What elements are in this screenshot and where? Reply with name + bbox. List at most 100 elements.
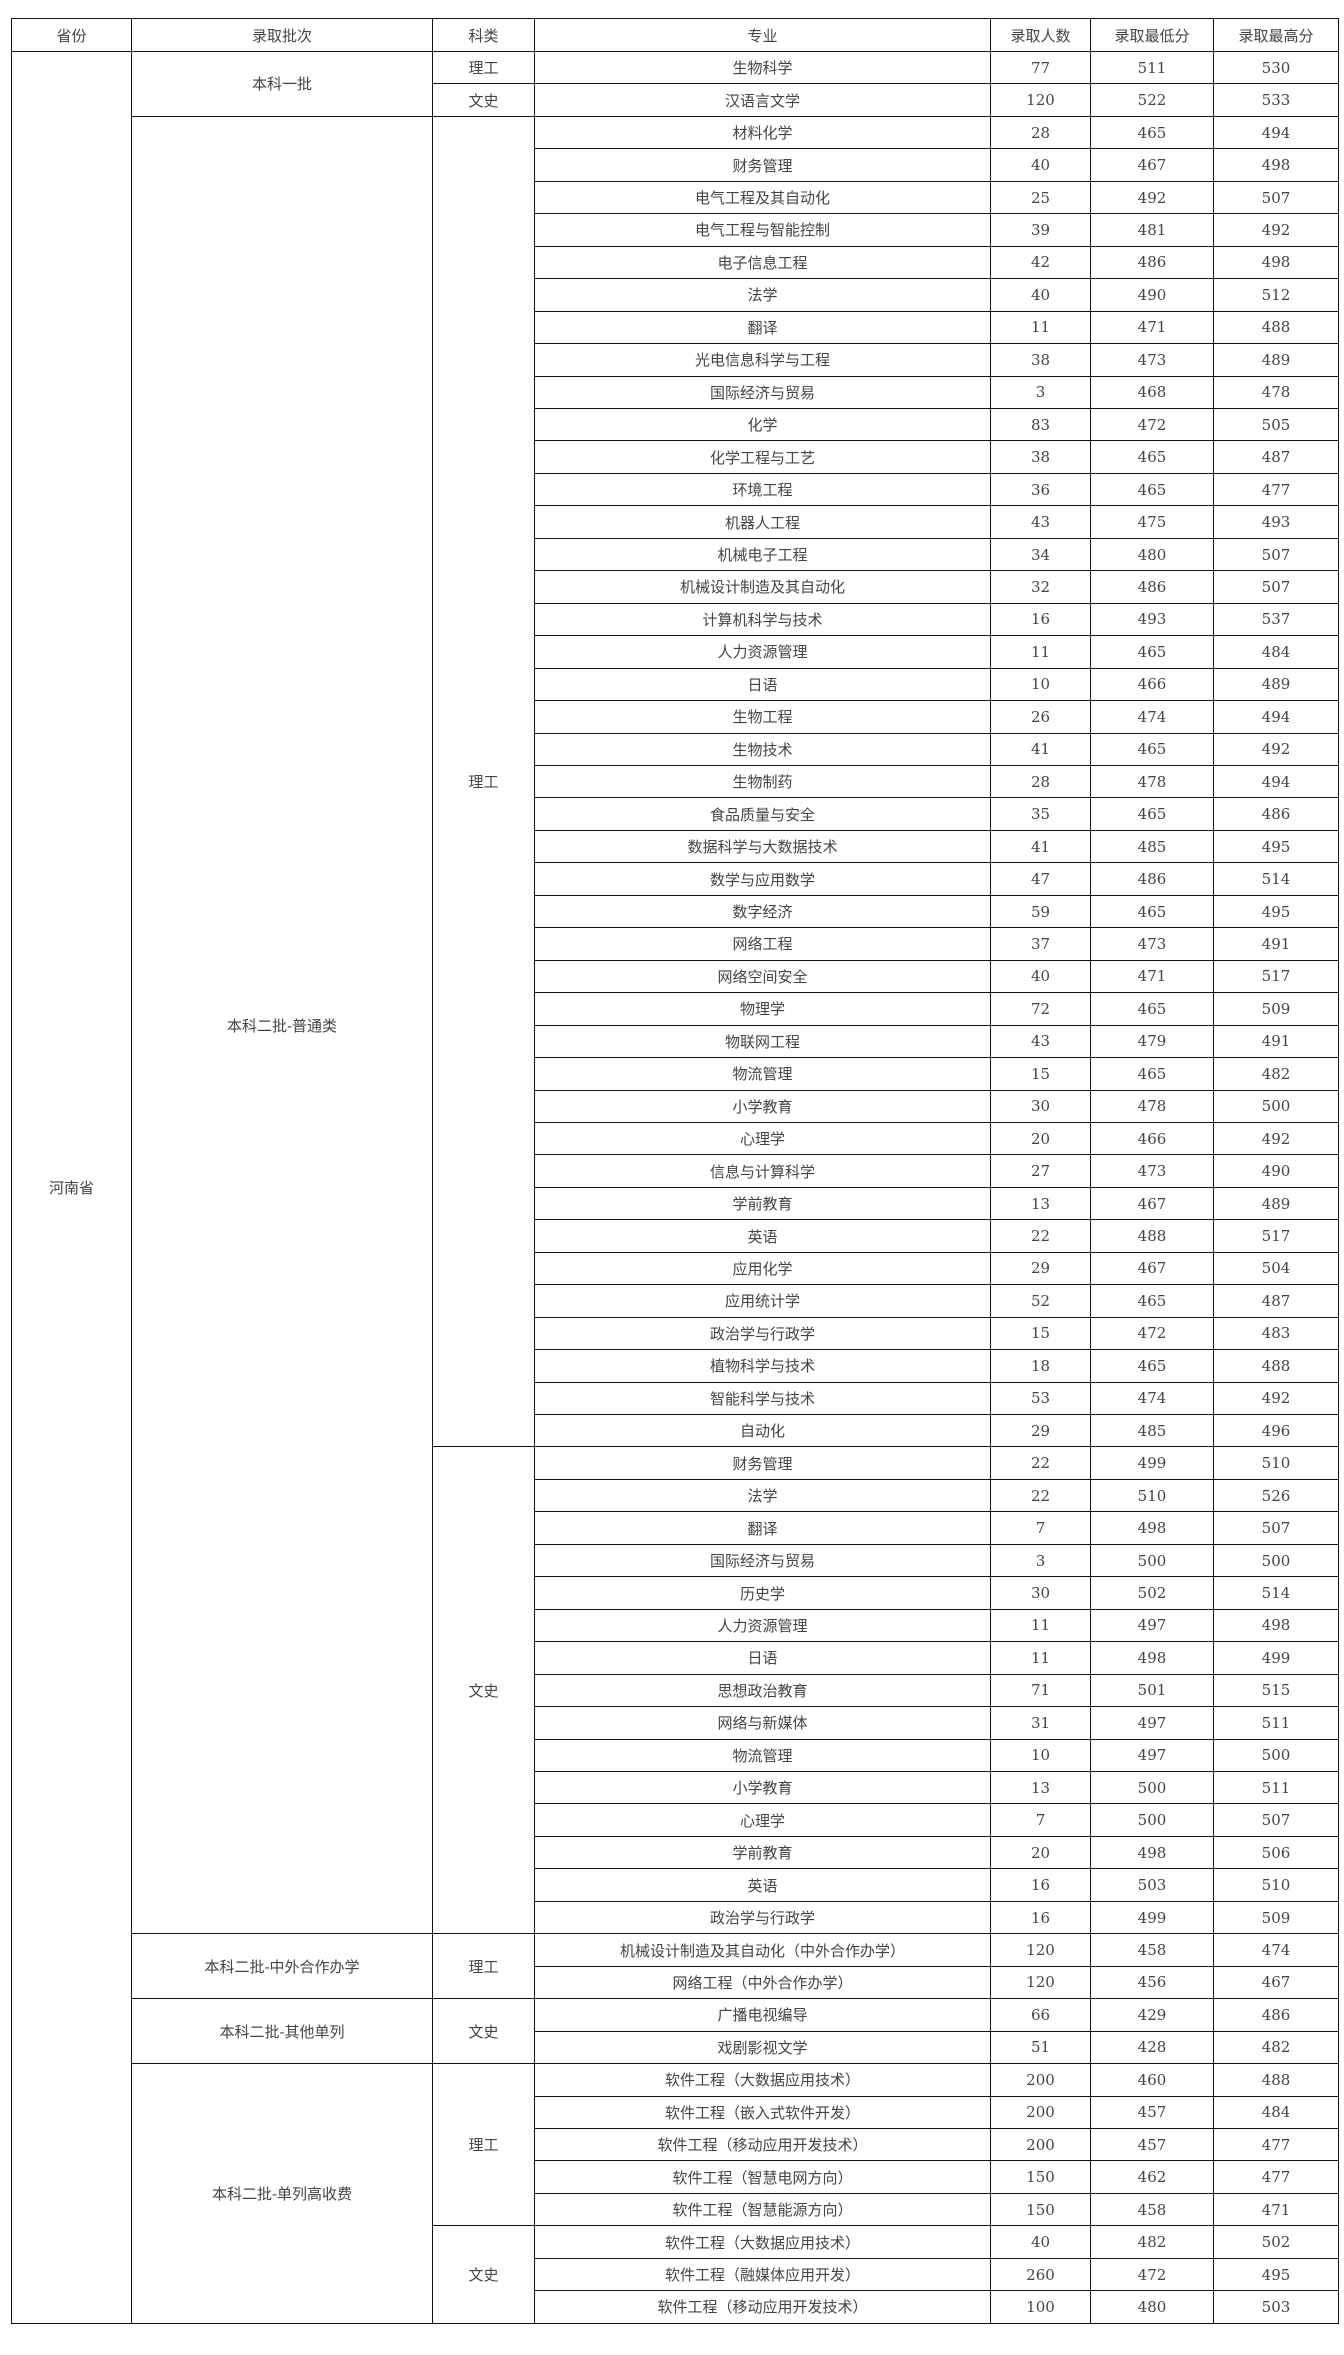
count-cell: 40: [990, 278, 1091, 312]
max-score-cell: 474: [1213, 1933, 1339, 1967]
header-row: 省份 录取批次 科类 专业 录取人数 录取最低分 录取最高分: [11, 18, 1339, 52]
count-cell: 22: [990, 1478, 1091, 1513]
count-cell: 43: [990, 1024, 1091, 1059]
min-score-cell: 471: [1090, 959, 1214, 994]
max-score-cell: 486: [1213, 797, 1339, 831]
major-cell: 信息与计算科学: [534, 1154, 991, 1188]
major-cell: 环境工程: [534, 472, 991, 507]
table-row: 软件工程（移动应用开发技术） 200 457 477: [12, 2127, 1339, 2162]
min-score-cell: 465: [1090, 1057, 1214, 1091]
major-cell: 网络工程: [534, 927, 991, 961]
major-cell: 软件工程（嵌入式软件开发）: [534, 2095, 991, 2130]
max-score-cell: 517: [1213, 1219, 1339, 1253]
count-cell: 3: [990, 1543, 1091, 1578]
table-row: 本科二批-其他单列 文史 广播电视编导 66 429 486: [12, 1998, 1339, 2065]
table-body: 河南省 本科一批 理工 生物科学 77 511 530 文史 汉语言文学 120 522 533 本科二…: [11, 50, 1339, 2324]
max-score-cell: 488: [1213, 310, 1339, 345]
min-score-cell: 500: [1090, 1803, 1214, 1837]
major-cell: 政治学与行政学: [534, 1316, 991, 1351]
count-cell: 36: [990, 472, 1091, 507]
major-cell: 化学工程与工艺: [534, 440, 991, 474]
major-cell: 物流管理: [534, 1057, 991, 1091]
table-row: 电气工程及其自动化 25 492 507: [12, 180, 1339, 215]
min-score-cell: 460: [1090, 2063, 1214, 2097]
count-cell: 15: [990, 1316, 1091, 1351]
min-score-cell: 510: [1090, 1478, 1214, 1513]
min-score-cell: 467: [1090, 1251, 1214, 1286]
count-cell: 15: [990, 1057, 1091, 1091]
max-score-cell: 471: [1213, 2192, 1339, 2227]
count-cell: 11: [990, 1608, 1091, 1643]
major-cell: 电气工程及其自动化: [534, 180, 991, 215]
max-score-cell: 510: [1213, 1868, 1339, 1902]
min-score-cell: 482: [1090, 2225, 1214, 2259]
major-cell: 生物工程: [534, 700, 991, 734]
major-cell: 电子信息工程: [534, 245, 991, 280]
category-cell: 文史: [432, 2225, 535, 2324]
min-score-cell: 498: [1090, 1511, 1214, 1545]
count-cell: 18: [990, 1349, 1091, 1383]
table-row: 电子信息工程 42 486 498: [12, 245, 1339, 280]
max-score-cell: 530: [1213, 50, 1339, 85]
major-cell: 食品质量与安全: [534, 797, 991, 831]
major-cell: 学前教育: [534, 1186, 991, 1221]
table-row: 智能科学与技术 53 474 492: [12, 1381, 1339, 1416]
table-row: 化学 83 472 505: [12, 407, 1339, 442]
min-score-cell: 498: [1090, 1835, 1214, 1870]
major-cell: 生物制药: [534, 764, 991, 799]
count-cell: 52: [990, 1284, 1091, 1318]
count-cell: 51: [990, 2030, 1091, 2065]
major-cell: 法学: [534, 1478, 991, 1513]
count-cell: 200: [990, 2063, 1091, 2097]
max-score-cell: 502: [1213, 2225, 1339, 2259]
table-row: 小学教育 13 500 511: [12, 1771, 1339, 1805]
min-score-cell: 473: [1090, 343, 1214, 377]
max-score-cell: 537: [1213, 602, 1339, 637]
table-row: 国际经济与贸易 3 500 500: [12, 1543, 1339, 1578]
table-row: 物流管理 15 465 482: [12, 1057, 1339, 1091]
count-cell: 31: [990, 1706, 1091, 1740]
table-row: 植物科学与技术 18 465 488: [12, 1349, 1339, 1383]
major-cell: 小学教育: [534, 1089, 991, 1123]
table-row: 物理学 72 465 509: [12, 992, 1339, 1026]
count-cell: 41: [990, 732, 1091, 766]
min-score-cell: 466: [1090, 667, 1214, 702]
count-cell: 42: [990, 245, 1091, 280]
major-cell: 智能科学与技术: [534, 1381, 991, 1416]
province-cell: 河南省: [11, 51, 132, 2324]
max-score-cell: 483: [1213, 1316, 1339, 1351]
max-score-cell: 496: [1213, 1414, 1339, 1448]
count-cell: 100: [990, 2290, 1091, 2324]
batch-cell: 本科二批-单列高收费: [131, 2063, 433, 2324]
count-cell: 35: [990, 797, 1091, 831]
major-cell: 汉语言文学: [534, 83, 991, 117]
count-cell: 66: [990, 1998, 1091, 2032]
major-cell: 物联网工程: [534, 1024, 991, 1059]
major-cell: 国际经济与贸易: [534, 375, 991, 409]
min-score-cell: 499: [1090, 1446, 1214, 1480]
major-cell: 数字经济: [534, 894, 991, 929]
major-cell: 历史学: [534, 1576, 991, 1610]
max-score-cell: 509: [1213, 1900, 1339, 1935]
major-cell: 英语: [534, 1868, 991, 1902]
count-cell: 47: [990, 862, 1091, 896]
table-row: 本科二批-普通类 理工 材料化学 28 465 494: [12, 115, 1339, 1935]
min-score-cell: 472: [1090, 407, 1214, 442]
max-score-cell: 492: [1213, 732, 1339, 766]
count-cell: 7: [990, 1511, 1091, 1545]
batch-cell: 本科二批-普通类: [131, 115, 433, 1935]
max-score-cell: 492: [1213, 1121, 1339, 1156]
max-score-cell: 507: [1213, 1511, 1339, 1545]
major-cell: 小学教育: [534, 1771, 991, 1805]
min-score-cell: 473: [1090, 1154, 1214, 1188]
major-cell: 材料化学: [534, 115, 991, 150]
table-row: 物联网工程 43 479 491: [12, 1024, 1339, 1059]
max-score-cell: 494: [1213, 700, 1339, 734]
major-cell: 物流管理: [534, 1738, 991, 1773]
major-cell: 国际经济与贸易: [534, 1543, 991, 1578]
count-cell: 30: [990, 1089, 1091, 1123]
max-score-cell: 507: [1213, 537, 1339, 572]
count-cell: 16: [990, 1900, 1091, 1935]
table-row: 应用化学 29 467 504: [12, 1251, 1339, 1286]
min-score-cell: 465: [1090, 894, 1214, 929]
